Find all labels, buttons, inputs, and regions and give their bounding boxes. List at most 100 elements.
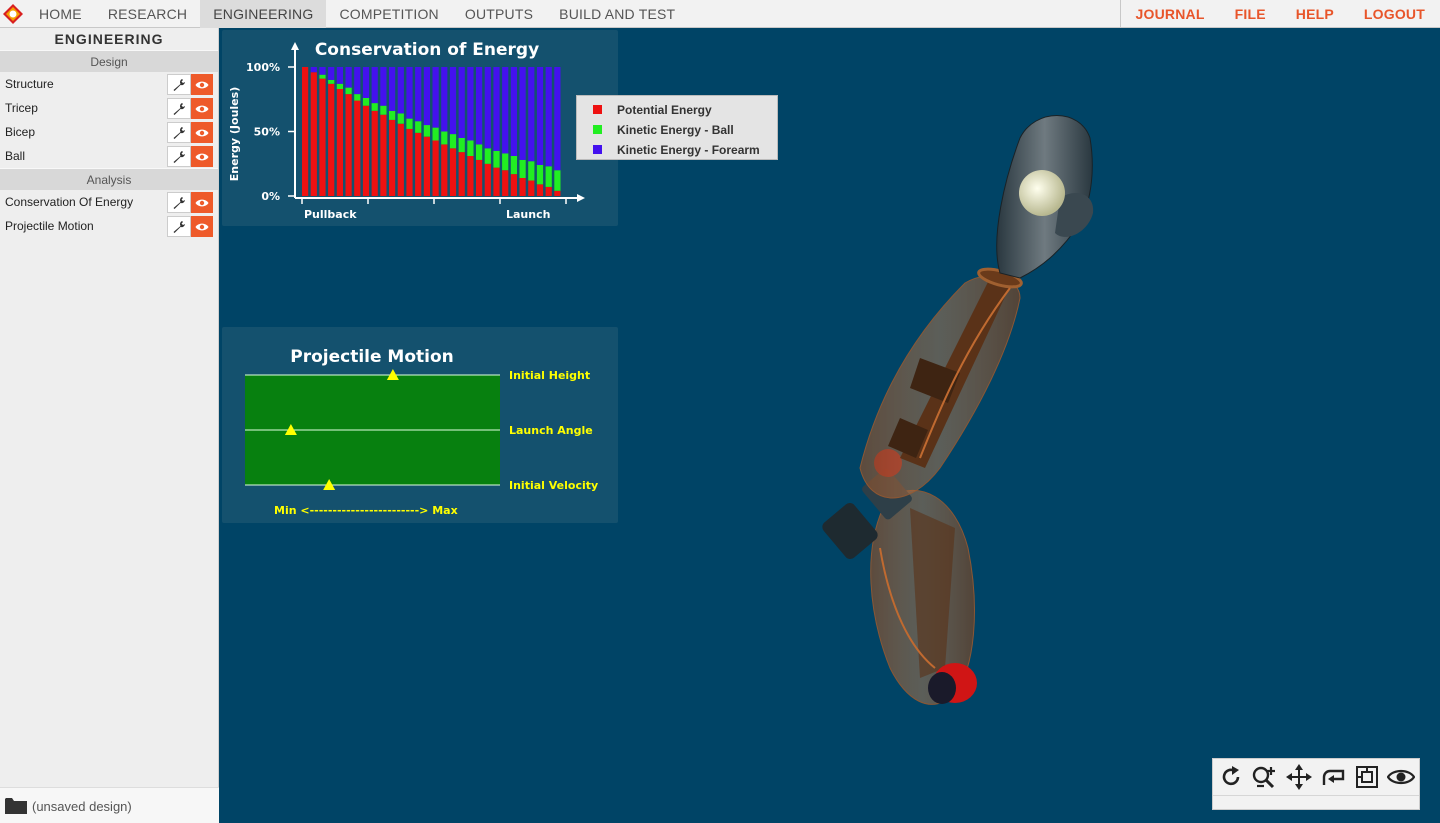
energy-y-tick-label: 100% xyxy=(246,61,280,74)
nav-logout[interactable]: LOGOUT xyxy=(1363,6,1425,22)
nav-home[interactable]: HOME xyxy=(39,6,82,22)
energy-chart: Conservation of Energy Energy (Joules) 0… xyxy=(228,40,585,221)
conservation-of-energy-view-button[interactable] xyxy=(191,192,213,213)
energy-bar-segment xyxy=(432,127,439,141)
ball-view-button[interactable] xyxy=(191,146,213,167)
pan-button[interactable] xyxy=(1283,761,1315,793)
nav-help[interactable]: HELP xyxy=(1295,6,1334,22)
sidebar-item-tricep[interactable]: Tricep xyxy=(0,96,218,120)
eye-icon xyxy=(195,153,209,160)
bicep-view-button[interactable] xyxy=(191,122,213,143)
projectile-marker-initial-velocity[interactable] xyxy=(323,479,336,490)
sidebar-footer: (unsaved design) xyxy=(0,787,219,823)
energy-bar-segment xyxy=(476,159,483,196)
nav-file[interactable]: FILE xyxy=(1234,6,1266,22)
energy-bar-segment xyxy=(310,72,317,196)
energy-chart-panel: Conservation of Energy Energy (Joules) 0… xyxy=(222,30,618,226)
structure-view-button[interactable] xyxy=(191,74,213,95)
nav-research[interactable]: RESEARCH xyxy=(107,6,188,22)
energy-bar-segment xyxy=(328,83,335,196)
conservation-of-energy-edit-button[interactable] xyxy=(167,192,191,213)
nav-competition[interactable]: COMPETITION xyxy=(339,6,439,22)
energy-bar-segment xyxy=(441,67,448,132)
energy-bar-segment xyxy=(380,105,387,115)
energy-bar-segment xyxy=(319,78,326,196)
energy-bar-segment xyxy=(502,170,509,196)
top-nav-bar: HOME RESEARCH ENGINEERING COMPETITION OU… xyxy=(0,0,1440,28)
item-actions xyxy=(167,216,213,237)
app-logo[interactable] xyxy=(2,3,24,25)
energy-bar-segment xyxy=(354,67,361,95)
energy-bar-segment xyxy=(336,88,343,196)
energy-y-axis-label: Energy (Joules) xyxy=(228,87,241,181)
sidebar-item-structure[interactable]: Structure xyxy=(0,72,218,96)
energy-bar-segment xyxy=(467,156,474,196)
rotate-button[interactable] xyxy=(1215,761,1247,793)
visibility-button[interactable] xyxy=(1385,761,1417,793)
nav-engineering[interactable]: ENGINEERING xyxy=(200,0,327,28)
energy-bar-segment xyxy=(458,152,465,196)
energy-bar-segment xyxy=(458,137,465,153)
energy-bar-segment xyxy=(493,167,500,196)
nav-build-and-test[interactable]: BUILD AND TEST xyxy=(559,6,676,22)
projectile-chart: Projectile Motion Initial Height Launch A… xyxy=(245,347,598,517)
energy-bar-segment xyxy=(510,156,517,175)
bicep-edit-button[interactable] xyxy=(167,122,191,143)
energy-bar-segment xyxy=(328,79,335,84)
fit-view-button[interactable] xyxy=(1351,761,1383,793)
projectile-marker-initial-height[interactable] xyxy=(386,369,399,380)
tricep-edit-button[interactable] xyxy=(167,98,191,119)
eye-icon xyxy=(195,199,209,206)
energy-bar-segment xyxy=(536,165,544,185)
energy-bar-segment xyxy=(423,125,430,137)
energy-bar-segment xyxy=(406,128,413,196)
sidebar-item-ball[interactable]: Ball xyxy=(0,144,218,168)
item-actions xyxy=(167,146,213,167)
wrench-icon xyxy=(173,126,185,139)
nav-outputs[interactable]: OUTPUTS xyxy=(464,6,534,22)
view-toolbar xyxy=(1212,758,1420,810)
arm-model-render xyxy=(822,115,1094,705)
energy-legend: Potential Energy Kinetic Energy - Ball K… xyxy=(576,95,778,160)
projectile-motion-view-button[interactable] xyxy=(191,216,213,237)
energy-bar-segment xyxy=(389,110,396,120)
structure-edit-button[interactable] xyxy=(167,74,191,95)
legend-label: Kinetic Energy - Ball xyxy=(617,123,734,137)
projectile-marker-launch-angle[interactable] xyxy=(284,424,297,435)
legend-swatch xyxy=(593,125,602,134)
energy-y-tick-label: 0% xyxy=(261,190,280,203)
projectile-row-label: Launch Angle xyxy=(509,424,593,437)
energy-bar-segment xyxy=(502,153,509,171)
energy-bar-segment xyxy=(415,121,422,133)
fit-view-icon xyxy=(1356,766,1378,788)
sidebar-item-projectile-motion[interactable]: Projectile Motion xyxy=(0,214,218,238)
sidebar-title: ENGINEERING xyxy=(54,31,164,47)
energy-bar-segment xyxy=(345,94,352,196)
sidebar-item-conservation-of-energy[interactable]: Conservation Of Energy xyxy=(0,190,218,214)
energy-bar-segment xyxy=(519,67,526,160)
energy-bar-segment xyxy=(519,177,526,196)
nav-journal[interactable]: JOURNAL xyxy=(1135,6,1205,22)
projectile-motion-edit-button[interactable] xyxy=(167,216,191,237)
energy-bar-segment xyxy=(502,67,509,154)
folder-icon[interactable] xyxy=(5,797,27,814)
ball-edit-button[interactable] xyxy=(167,146,191,167)
reset-view-button[interactable] xyxy=(1317,761,1349,793)
energy-bar-segment xyxy=(354,94,361,101)
3d-viewport[interactable] xyxy=(220,28,1440,823)
energy-bar-segment xyxy=(528,161,535,181)
sidebar-item-bicep[interactable]: Bicep xyxy=(0,120,218,144)
energy-bar-segment xyxy=(371,103,378,111)
energy-bar-segment xyxy=(389,119,396,196)
wrench-icon xyxy=(173,220,185,233)
energy-bar-segment xyxy=(397,123,404,196)
energy-bar-segment xyxy=(528,180,535,196)
zoom-button[interactable] xyxy=(1249,761,1281,793)
tricep-view-button[interactable] xyxy=(191,98,213,119)
energy-bar-segment xyxy=(510,67,517,156)
energy-bar-segment xyxy=(449,148,457,196)
energy-bar-segment xyxy=(406,67,413,119)
energy-bar-segment xyxy=(380,114,387,196)
reset-view-icon xyxy=(1322,769,1345,785)
energy-bar-segment xyxy=(441,131,448,145)
